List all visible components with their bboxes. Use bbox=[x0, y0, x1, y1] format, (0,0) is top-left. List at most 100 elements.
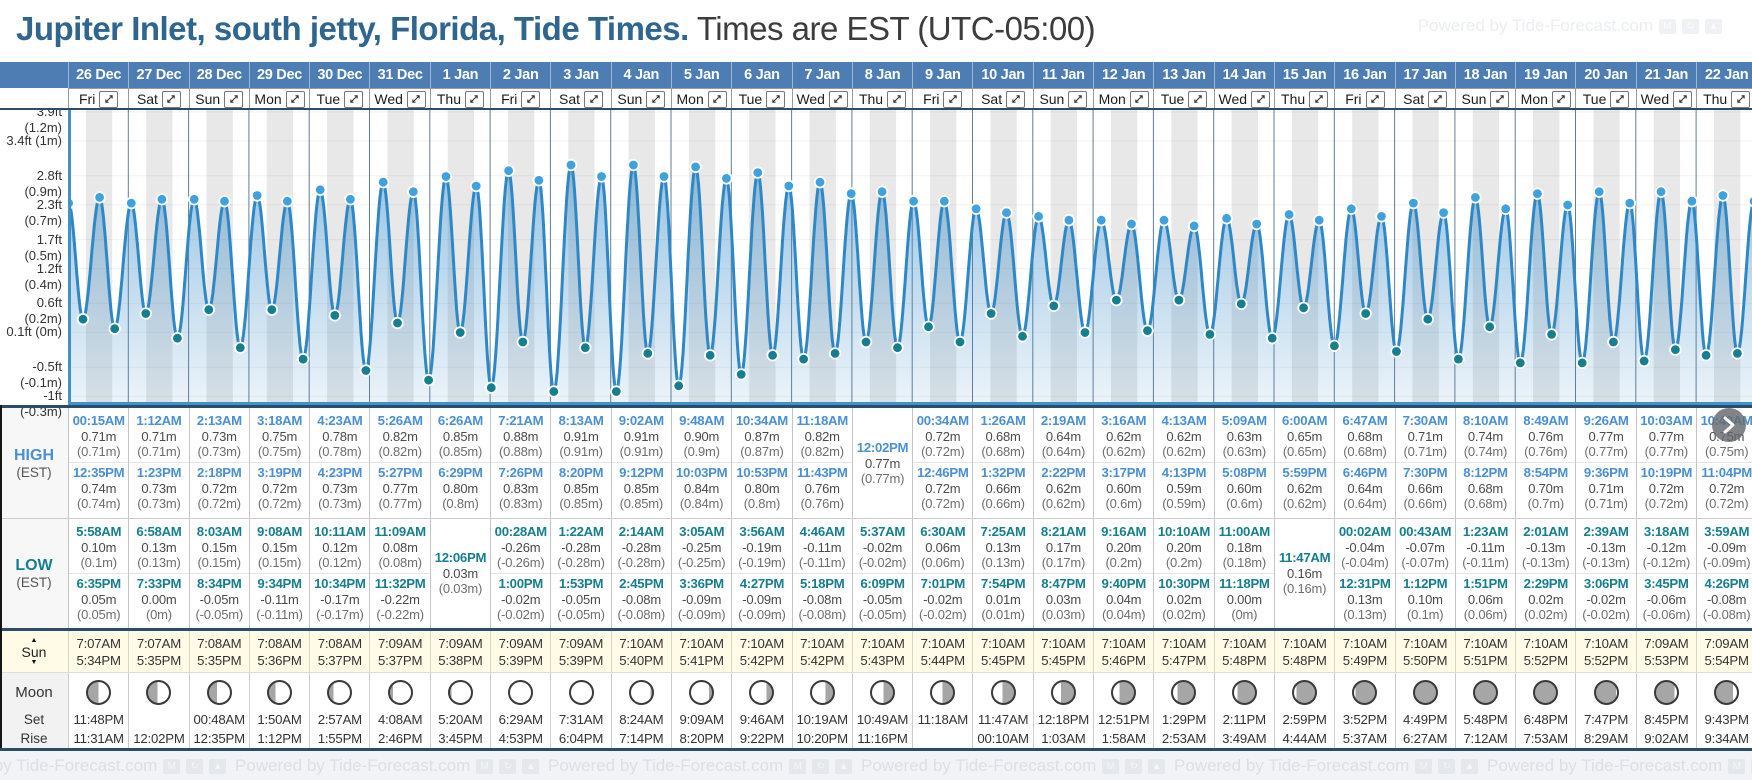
high-tide-time[interactable]: 00:15AM bbox=[72, 413, 125, 428]
low-tide-time[interactable]: 3:18AM bbox=[1643, 524, 1689, 539]
low-tide-time[interactable]: 6:35PM bbox=[76, 576, 121, 591]
high-tide-time[interactable]: 7:26PM bbox=[498, 465, 544, 480]
low-tide-time[interactable]: 3:45PM bbox=[1644, 576, 1689, 591]
date-header-cell[interactable]: 12 Jan bbox=[1093, 62, 1153, 88]
expand-day-button[interactable] bbox=[943, 90, 963, 108]
high-tide-time[interactable]: 10:53PM bbox=[736, 465, 788, 480]
low-tide-time[interactable]: 12:06PM bbox=[434, 550, 487, 565]
expand-day-button[interactable] bbox=[1006, 90, 1026, 108]
high-tide-time[interactable]: 5:09AM bbox=[1221, 413, 1267, 428]
high-tide-time[interactable]: 3:18AM bbox=[256, 413, 303, 428]
expand-day-button[interactable] bbox=[99, 90, 119, 108]
high-tide-time[interactable]: 6:47AM bbox=[1342, 413, 1388, 428]
low-tide-time[interactable]: 6:09PM bbox=[860, 576, 905, 591]
date-header-cell[interactable]: 17 Jan bbox=[1394, 62, 1455, 88]
expand-day-button[interactable] bbox=[521, 90, 541, 108]
high-tide-time[interactable]: 8:12PM bbox=[1463, 465, 1508, 480]
expand-day-button[interactable] bbox=[406, 90, 426, 108]
high-tide-time[interactable]: 11:04PM bbox=[1701, 465, 1752, 480]
expand-day-button[interactable] bbox=[224, 90, 244, 108]
date-header-cell[interactable]: 13 Jan bbox=[1153, 62, 1213, 88]
high-tide-time[interactable]: 8:10AM bbox=[1462, 413, 1509, 428]
high-tide-time[interactable]: 9:36PM bbox=[1583, 465, 1629, 480]
low-tide-time[interactable]: 11:09AM bbox=[374, 524, 426, 539]
low-tide-time[interactable]: 6:58AM bbox=[136, 524, 182, 539]
low-tide-time[interactable]: 8:34PM bbox=[197, 576, 242, 591]
low-tide-time[interactable]: 9:40PM bbox=[1101, 576, 1147, 591]
date-header-cell[interactable]: 26 Dec bbox=[68, 62, 128, 88]
date-header-cell[interactable]: 16 Jan bbox=[1334, 62, 1394, 88]
low-tide-time[interactable]: 7:25AM bbox=[980, 524, 1026, 539]
date-header-cell[interactable]: 10 Jan bbox=[972, 62, 1032, 88]
expand-day-button[interactable] bbox=[1490, 90, 1510, 108]
high-tide-time[interactable]: 1:32PM bbox=[980, 465, 1026, 480]
date-header-cell[interactable]: 11 Jan bbox=[1032, 62, 1093, 88]
high-tide-time[interactable]: 10:19PM bbox=[1640, 465, 1693, 480]
high-tide-time[interactable]: 4:13PM bbox=[1161, 465, 1207, 480]
high-tide-time[interactable]: 4:23PM bbox=[317, 465, 363, 480]
low-tide-time[interactable]: 7:01PM bbox=[920, 576, 966, 591]
expand-day-button[interactable] bbox=[766, 90, 786, 108]
low-tide-time[interactable]: 00:28AM bbox=[494, 524, 547, 539]
low-tide-time[interactable]: 1:22AM bbox=[558, 524, 604, 539]
high-tide-time[interactable]: 12:46PM bbox=[917, 465, 969, 480]
expand-day-button[interactable] bbox=[285, 90, 305, 108]
expand-day-button[interactable] bbox=[161, 90, 181, 108]
high-tide-time[interactable]: 7:30AM bbox=[1402, 413, 1448, 428]
high-tide-time[interactable]: 11:18AM bbox=[796, 413, 849, 428]
expand-day-button[interactable] bbox=[1428, 90, 1448, 108]
high-tide-time[interactable]: 4:13AM bbox=[1161, 413, 1207, 428]
low-tide-time[interactable]: 2:39AM bbox=[1583, 524, 1629, 539]
low-tide-time[interactable]: 10:30PM bbox=[1158, 576, 1210, 591]
low-tide-time[interactable]: 7:54PM bbox=[980, 576, 1026, 591]
high-tide-time[interactable]: 7:21AM bbox=[498, 413, 544, 428]
high-tide-time[interactable]: 4:23AM bbox=[317, 413, 363, 428]
date-header-cell[interactable]: 31 Dec bbox=[369, 62, 429, 88]
high-tide-time[interactable]: 2:19AM bbox=[1040, 413, 1086, 428]
expand-day-button[interactable] bbox=[1068, 90, 1088, 108]
low-tide-time[interactable]: 3:56AM bbox=[739, 524, 785, 539]
low-tide-time[interactable]: 2:14AM bbox=[618, 524, 664, 539]
high-tide-time[interactable]: 12:02PM bbox=[856, 439, 909, 455]
low-tide-time[interactable]: 5:58AM bbox=[76, 524, 122, 539]
date-header-cell[interactable]: 28 Dec bbox=[188, 62, 249, 88]
low-tide-time[interactable]: 3:36PM bbox=[679, 576, 724, 591]
high-tide-time[interactable]: 1:12AM bbox=[136, 413, 182, 428]
date-header-cell[interactable]: 3 Jan bbox=[550, 62, 610, 88]
date-header-cell[interactable]: 20 Jan bbox=[1575, 62, 1635, 88]
low-tide-time[interactable]: 00:43AM bbox=[1399, 524, 1452, 539]
low-tide-time[interactable]: 1:00PM bbox=[498, 576, 544, 591]
low-tide-time[interactable]: 8:47PM bbox=[1041, 576, 1086, 591]
high-tide-time[interactable]: 11:43PM bbox=[796, 465, 848, 480]
high-tide-time[interactable]: 5:08PM bbox=[1222, 465, 1267, 480]
high-tide-time[interactable]: 3:17PM bbox=[1101, 465, 1147, 480]
high-tide-time[interactable]: 1:23PM bbox=[136, 465, 182, 480]
high-tide-time[interactable]: 3:16AM bbox=[1101, 413, 1147, 428]
low-tide-time[interactable]: 8:03AM bbox=[196, 524, 242, 539]
low-tide-time[interactable]: 4:27PM bbox=[739, 576, 785, 591]
low-tide-time[interactable]: 3:06PM bbox=[1583, 576, 1629, 591]
high-tide-time[interactable]: 10:34AM bbox=[735, 413, 788, 428]
date-header-cell[interactable]: 4 Jan bbox=[610, 62, 671, 88]
high-tide-time[interactable]: 2:13AM bbox=[196, 413, 242, 428]
high-tide-time[interactable]: 6:46PM bbox=[1342, 465, 1388, 480]
low-tide-time[interactable]: 5:37AM bbox=[859, 524, 906, 539]
low-tide-time[interactable]: 10:34PM bbox=[314, 576, 366, 591]
high-tide-time[interactable]: 3:19PM bbox=[257, 465, 302, 480]
low-tide-time[interactable]: 4:26PM bbox=[1704, 576, 1749, 591]
date-header-cell[interactable]: 8 Jan bbox=[851, 62, 912, 88]
high-tide-time[interactable]: 12:35PM bbox=[72, 465, 125, 480]
expand-day-button[interactable] bbox=[887, 90, 907, 108]
low-tide-time[interactable]: 6:30AM bbox=[920, 524, 966, 539]
high-tide-time[interactable]: 1:26AM bbox=[980, 413, 1026, 428]
date-header-cell[interactable]: 15 Jan bbox=[1273, 62, 1334, 88]
low-tide-time[interactable]: 11:18PM bbox=[1218, 576, 1270, 591]
expand-day-button[interactable] bbox=[1551, 90, 1571, 108]
low-tide-time[interactable]: 2:29PM bbox=[1523, 576, 1569, 591]
low-tide-time[interactable]: 9:16AM bbox=[1101, 524, 1147, 539]
high-tide-time[interactable]: 2:22PM bbox=[1041, 465, 1086, 480]
high-tide-time[interactable]: 10:03AM bbox=[1640, 413, 1693, 428]
expand-day-button[interactable] bbox=[1188, 90, 1208, 108]
high-tide-time[interactable]: 8:49AM bbox=[1523, 413, 1569, 428]
high-tide-time[interactable]: 7:30PM bbox=[1402, 465, 1448, 480]
